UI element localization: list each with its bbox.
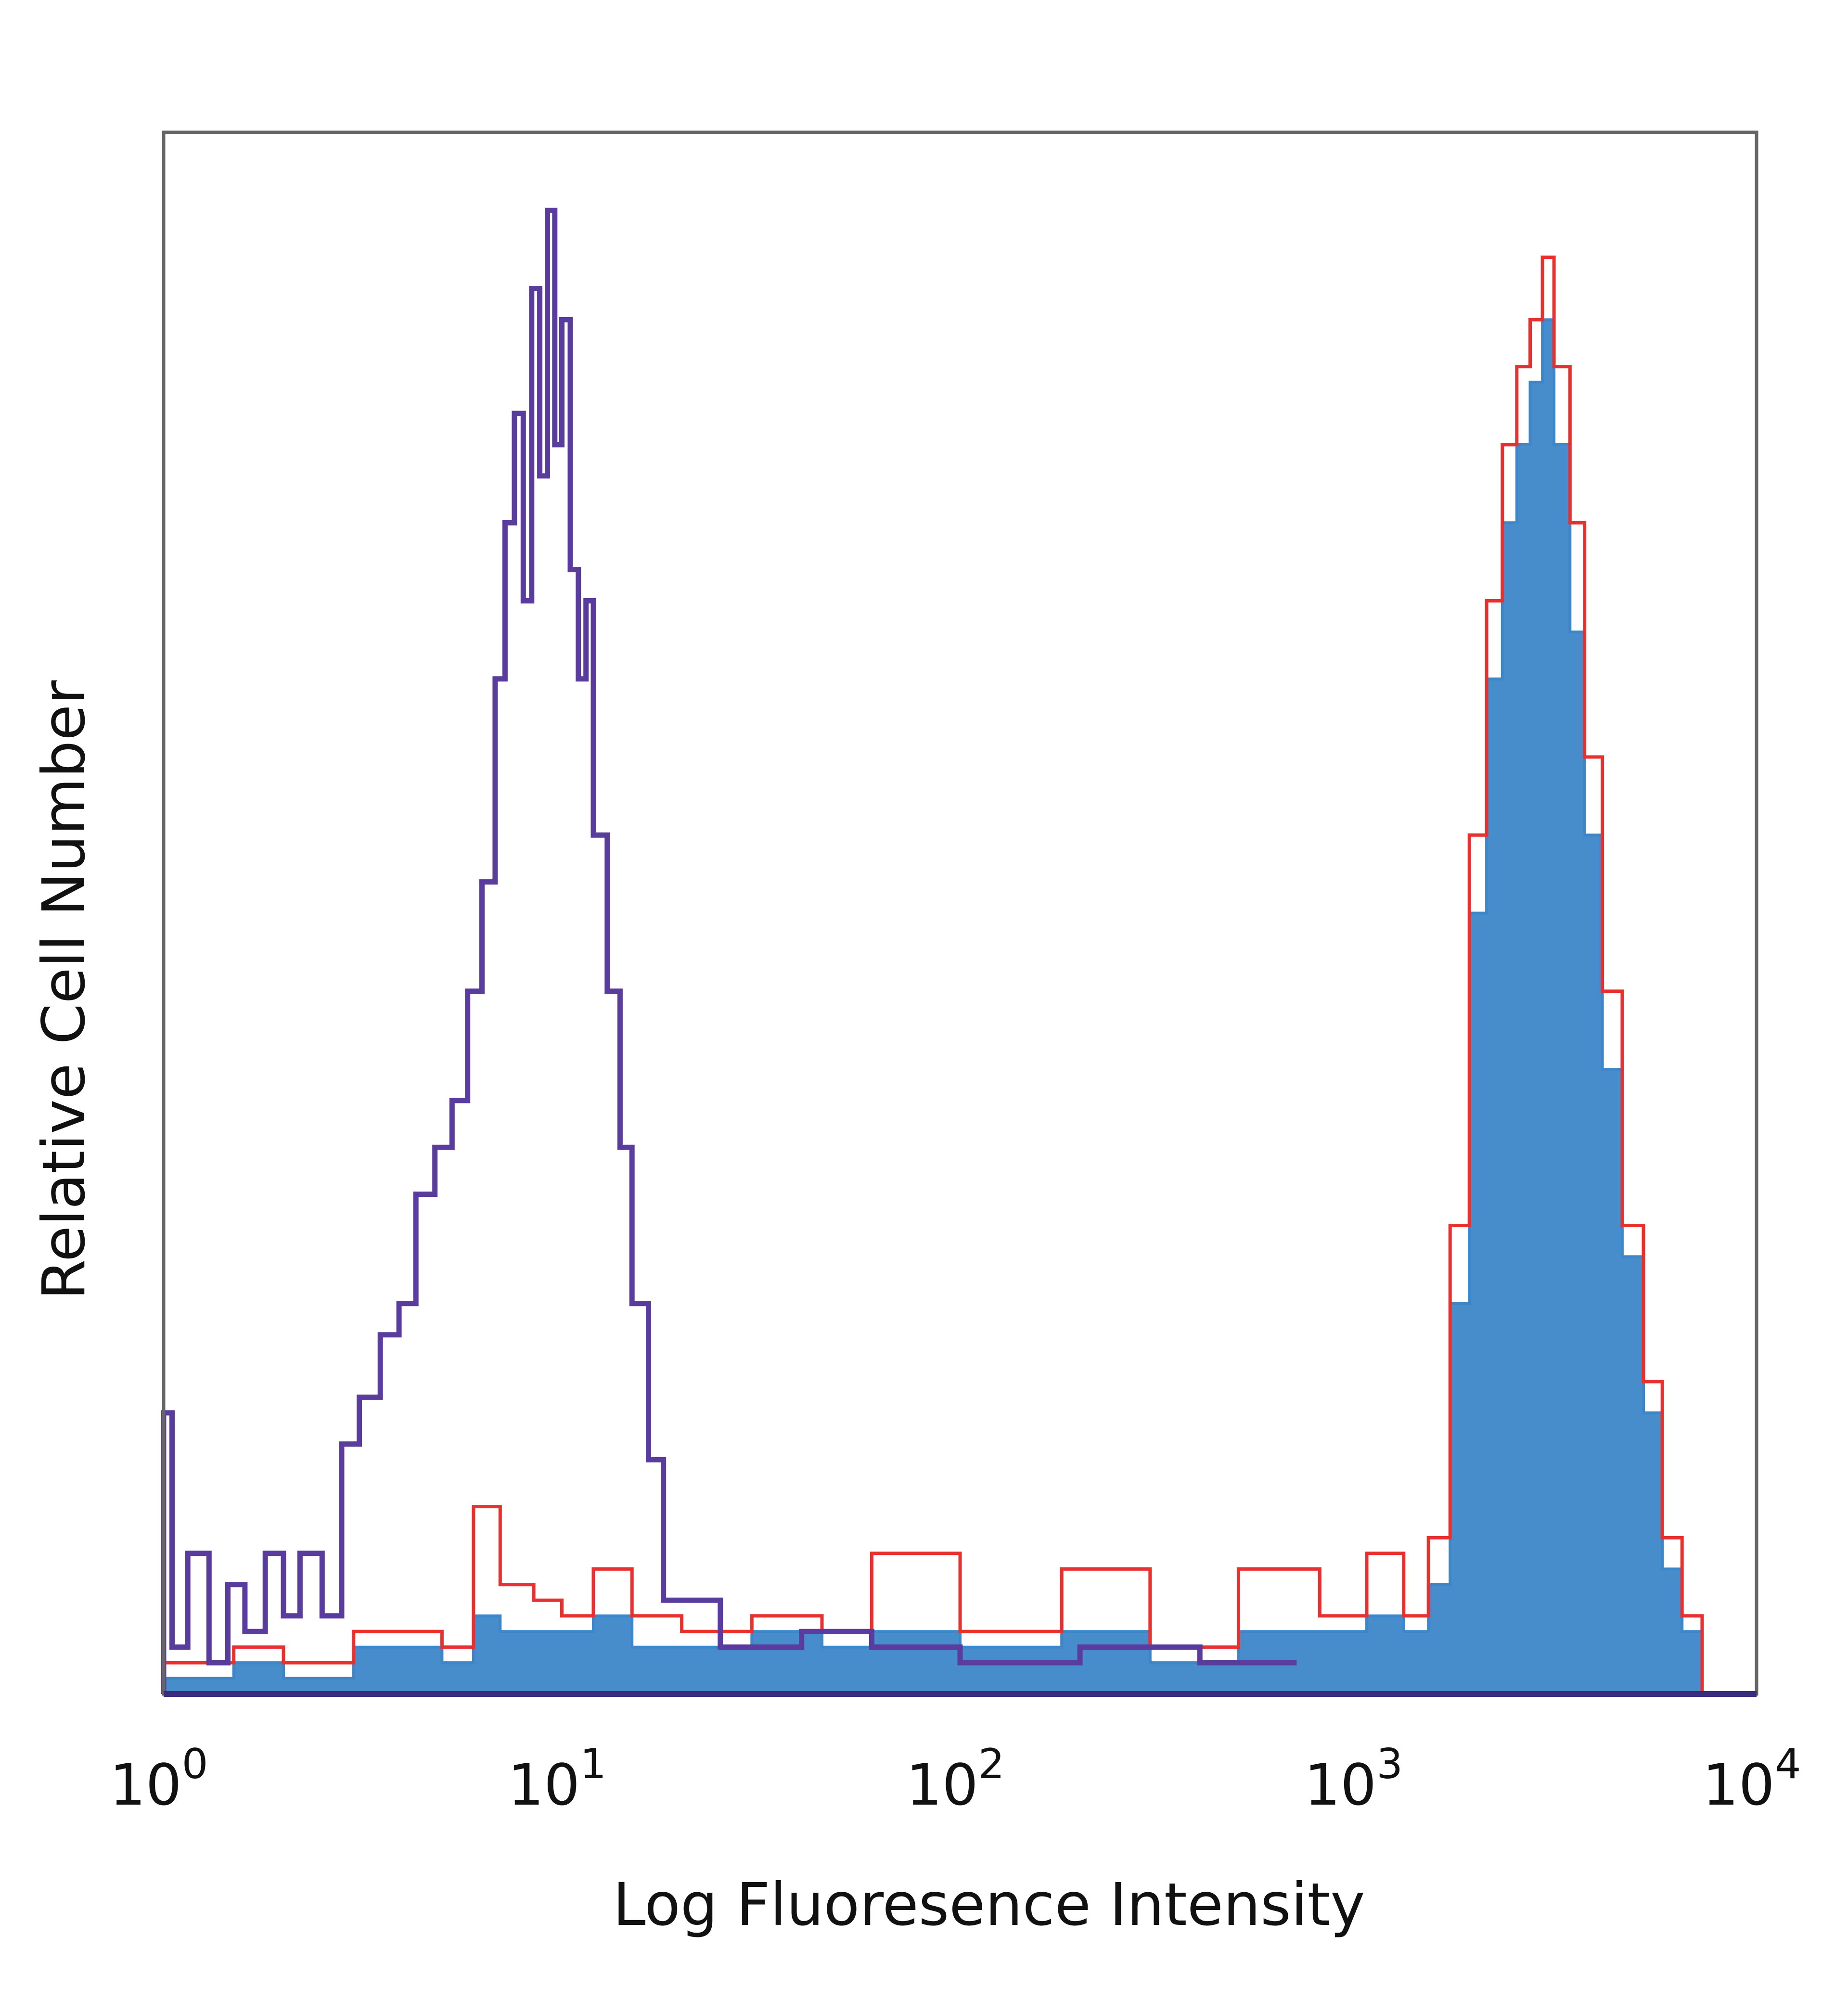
x-tick-labels: 100 101 102 103 104 [110, 1740, 1801, 1818]
x-tick-label: 101 [508, 1740, 606, 1818]
x-tick-label: 100 [110, 1740, 208, 1818]
x-tick-label: 103 [1304, 1740, 1403, 1818]
x-tick-label: 104 [1703, 1740, 1801, 1818]
series-unstained [162, 256, 1704, 1694]
series-control [161, 207, 1297, 1694]
series-layer [161, 207, 1704, 1695]
y-axis-title: Relative Cell Number [30, 680, 98, 1300]
x-tick-label: 102 [906, 1740, 1005, 1818]
x-axis-title: Log Fluoresence Intensity [613, 1871, 1365, 1939]
